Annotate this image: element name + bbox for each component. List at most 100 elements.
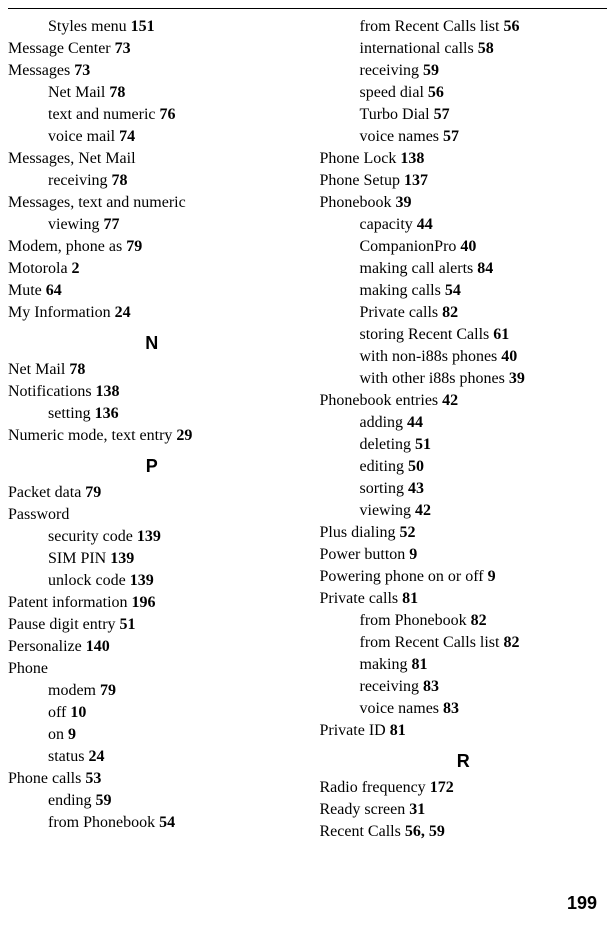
- index-entry-page: 56: [428, 84, 444, 101]
- index-entry-text: making call alerts: [360, 260, 474, 277]
- index-entry-page: 29: [176, 427, 192, 444]
- index-entry-text: Plus dialing: [320, 524, 396, 541]
- index-entry-page: 196: [132, 594, 156, 611]
- index-entry-page: 78: [69, 361, 85, 378]
- index-entry: with non-i88s phones 40: [360, 347, 608, 367]
- index-entry-page: 83: [443, 700, 459, 717]
- index-entry: viewing 77: [48, 215, 296, 235]
- index-entry: Styles menu 151: [48, 17, 296, 37]
- index-entry: sorting 43: [360, 479, 608, 499]
- index-entry-text: Phone Setup: [320, 172, 400, 189]
- index-entry: from Recent Calls list 82: [360, 633, 608, 653]
- index-entry-text: Private calls: [360, 304, 439, 321]
- index-entry-page: 82: [503, 634, 519, 651]
- index-entry: Power button 9: [320, 545, 608, 565]
- index-entry-page: 39: [396, 194, 412, 211]
- index-entry: Phone: [8, 659, 296, 679]
- index-entry-page: 73: [74, 62, 90, 79]
- index-entry-page: 81: [402, 590, 418, 607]
- index-entry-text: adding: [360, 414, 404, 431]
- index-entry-text: Messages: [8, 62, 70, 79]
- index-entry-page: 139: [110, 550, 134, 567]
- index-entry-page: 57: [434, 106, 450, 123]
- index-entry: receiving 78: [48, 171, 296, 191]
- index-entry-page: 73: [115, 40, 131, 57]
- index-entry: Powering phone on or off 9: [320, 567, 608, 587]
- index-entry: Ready screen 31: [320, 800, 608, 820]
- index-entry-text: modem: [48, 682, 96, 699]
- index-entry-text: Messages, Net Mail: [8, 150, 136, 167]
- index-entry: on 9: [48, 725, 296, 745]
- index-entry-page: 79: [126, 238, 142, 255]
- index-entry-text: viewing: [360, 502, 412, 519]
- index-entry-page: 2: [72, 260, 80, 277]
- index-entry: capacity 44: [360, 215, 608, 235]
- index-entry: Pause digit entry 51: [8, 615, 296, 635]
- index-entry: making 81: [360, 655, 608, 675]
- index-entry-text: Radio frequency: [320, 779, 426, 796]
- index-entry: Motorola 2: [8, 259, 296, 279]
- index-entry-page: 40: [501, 348, 517, 365]
- index-entry-text: receiving: [48, 172, 108, 189]
- index-entry-text: Message Center: [8, 40, 111, 57]
- index-entry-page: 51: [120, 616, 136, 633]
- index-entry: from Phonebook 54: [48, 813, 296, 833]
- index-entry-page: 58: [478, 40, 494, 57]
- index-entry: with other i88s phones 39: [360, 369, 608, 389]
- index-entry: Messages, text and numeric: [8, 193, 296, 213]
- index-entry: Patent information 196: [8, 593, 296, 613]
- index-entry: Recent Calls 56, 59: [320, 822, 608, 842]
- index-entry-text: Powering phone on or off: [320, 568, 484, 585]
- index-entry-page: 172: [430, 779, 454, 796]
- index-entry: voice mail 74: [48, 127, 296, 147]
- index-entry-text: Recent Calls: [320, 823, 401, 840]
- index-entry-text: Mute: [8, 282, 42, 299]
- index-entry-text: from Recent Calls list: [360, 634, 500, 651]
- index-entry: unlock code 139: [48, 571, 296, 591]
- index-entry-page: 9: [409, 546, 417, 563]
- index-entry: Plus dialing 52: [320, 523, 608, 543]
- section-heading: P: [8, 456, 296, 477]
- index-entry-page: 61: [493, 326, 509, 343]
- index-entry-text: Numeric mode, text entry: [8, 427, 172, 444]
- index-entry: Private ID 81: [320, 721, 608, 741]
- index-entry: Net Mail 78: [48, 83, 296, 103]
- index-entry-page: 82: [442, 304, 458, 321]
- index-entry: Messages, Net Mail: [8, 149, 296, 169]
- index-entry-page: 136: [95, 405, 119, 422]
- index-entry-page: 54: [445, 282, 461, 299]
- index-entry-text: Net Mail: [8, 361, 65, 378]
- index-entry-text: viewing: [48, 216, 100, 233]
- index-entry-page: 40: [460, 238, 476, 255]
- index-entry-text: deleting: [360, 436, 412, 453]
- index-entry-page: 43: [408, 480, 424, 497]
- index-entry: Phone Setup 137: [320, 171, 608, 191]
- index-entry-page: 78: [109, 84, 125, 101]
- index-entry-text: voice names: [360, 128, 440, 145]
- index-entry-text: speed dial: [360, 84, 424, 101]
- index-entry: viewing 42: [360, 501, 608, 521]
- index-entry: receiving 83: [360, 677, 608, 697]
- index-entry: modem 79: [48, 681, 296, 701]
- index-entry: Packet data 79: [8, 483, 296, 503]
- index-entry: voice names 83: [360, 699, 608, 719]
- index-entry-text: off: [48, 704, 66, 721]
- index-entry-text: Pause digit entry: [8, 616, 116, 633]
- index-entry: speed dial 56: [360, 83, 608, 103]
- index-entry-text: with non-i88s phones: [360, 348, 498, 365]
- index-entry: Mute 64: [8, 281, 296, 301]
- index-entry-page: 139: [130, 572, 154, 589]
- index-entry-page: 76: [160, 106, 176, 123]
- index-entry-page: 83: [423, 678, 439, 695]
- index-entry-page: 64: [46, 282, 62, 299]
- index-entry-page: 56: [405, 823, 421, 840]
- index-entry-text: storing Recent Calls: [360, 326, 490, 343]
- index-entry-page: 42: [442, 392, 458, 409]
- index-entry-page: 81: [412, 656, 428, 673]
- index-entry: Private calls 81: [320, 589, 608, 609]
- index-entry-page: 44: [407, 414, 423, 431]
- index-entry: setting 136: [48, 404, 296, 424]
- section-heading: R: [320, 751, 608, 772]
- index-entry-text: on: [48, 726, 64, 743]
- index-entry-page: 56: [503, 18, 519, 35]
